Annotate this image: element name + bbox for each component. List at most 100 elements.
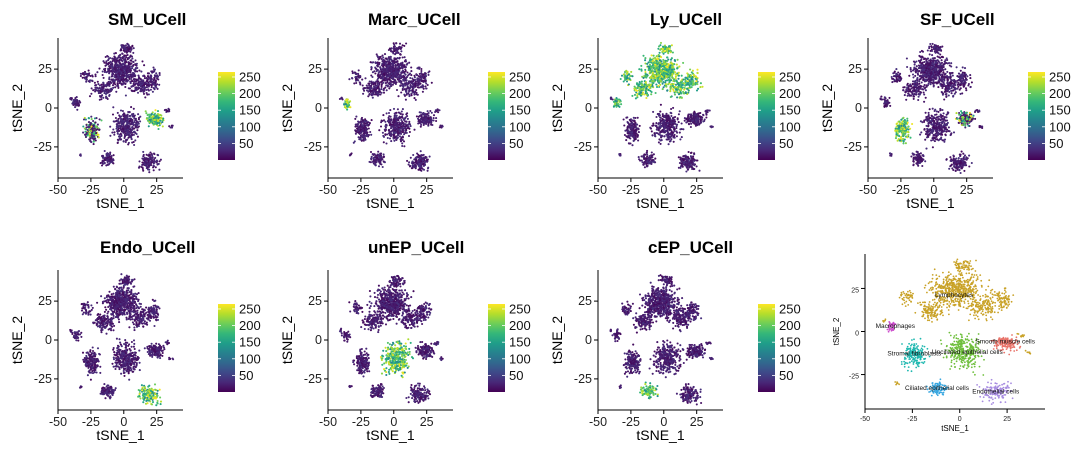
cell-point bbox=[145, 86, 148, 89]
cell-point bbox=[401, 56, 404, 59]
cell-point bbox=[438, 126, 441, 129]
cell-point bbox=[379, 55, 382, 58]
cell-point bbox=[401, 61, 404, 64]
cell-point bbox=[132, 47, 135, 50]
cell-point bbox=[157, 127, 160, 131]
cell-point bbox=[340, 97, 343, 100]
cell-point bbox=[628, 78, 631, 81]
cell-point bbox=[406, 127, 409, 130]
cell-point bbox=[124, 85, 127, 89]
cell-point bbox=[617, 103, 620, 106]
cell-point bbox=[108, 80, 111, 84]
cell-point bbox=[132, 90, 136, 93]
cell-point bbox=[658, 81, 661, 85]
cell-point bbox=[416, 84, 419, 87]
x-tick-label: -50 bbox=[319, 183, 337, 197]
cell-point bbox=[168, 125, 171, 128]
cell-point bbox=[658, 59, 661, 62]
cell-point bbox=[145, 77, 148, 80]
cell-point bbox=[103, 70, 106, 74]
cell-point bbox=[390, 80, 393, 84]
cell-point bbox=[661, 88, 664, 91]
cell-point bbox=[702, 120, 705, 123]
cell-point bbox=[398, 78, 401, 81]
cell-point bbox=[398, 112, 401, 115]
cell-point bbox=[436, 108, 440, 112]
cell-point bbox=[376, 68, 379, 71]
cell-point bbox=[696, 124, 699, 127]
cell-point bbox=[679, 96, 682, 99]
cell-point bbox=[424, 73, 427, 76]
cell-point bbox=[137, 116, 141, 119]
cell-point bbox=[116, 119, 119, 122]
cell-point bbox=[689, 125, 692, 129]
cell-point bbox=[407, 163, 410, 166]
cell-point bbox=[651, 66, 654, 69]
cell-point bbox=[404, 66, 407, 69]
cell-point bbox=[422, 163, 425, 166]
cell-point bbox=[644, 72, 647, 75]
cell-point bbox=[133, 143, 136, 147]
cell-point bbox=[79, 154, 82, 157]
cell-point bbox=[131, 57, 134, 60]
cell-point bbox=[132, 84, 135, 87]
cell-point bbox=[638, 93, 641, 96]
cell-point bbox=[93, 117, 96, 120]
cell-point bbox=[673, 80, 676, 83]
cell-point bbox=[394, 53, 397, 56]
cell-point bbox=[645, 87, 648, 90]
cell-point bbox=[395, 111, 398, 114]
cell-point bbox=[384, 82, 387, 85]
cell-point bbox=[117, 78, 120, 81]
cell-point bbox=[390, 133, 393, 137]
cell-point bbox=[365, 128, 368, 131]
cell-point bbox=[413, 74, 416, 77]
cell-point bbox=[381, 131, 384, 134]
cell-point bbox=[626, 74, 629, 77]
cell-point bbox=[126, 47, 130, 50]
cell-point bbox=[132, 75, 135, 78]
cell-point bbox=[138, 69, 141, 72]
cell-point bbox=[660, 56, 663, 59]
cell-point bbox=[372, 93, 375, 96]
cell-point bbox=[417, 118, 420, 122]
cell-point bbox=[152, 169, 155, 172]
cell-point bbox=[145, 117, 149, 120]
cell-point bbox=[430, 81, 433, 84]
cell-point bbox=[397, 71, 400, 74]
cell-point bbox=[393, 139, 396, 142]
cell-point bbox=[425, 87, 428, 90]
cell-point bbox=[661, 45, 665, 48]
cell-point bbox=[651, 69, 654, 72]
umap-panel-marc: Marc_UCell -50 -25 0 25 25 0 -25 tSNE_1 tSNE_2 25… bbox=[270, 0, 540, 232]
cell-point bbox=[357, 69, 360, 72]
cell-point bbox=[425, 159, 428, 162]
cell-point bbox=[395, 138, 398, 141]
cell-point bbox=[78, 100, 81, 103]
cell-point bbox=[645, 75, 648, 78]
cell-point bbox=[667, 83, 670, 86]
cell-point bbox=[415, 88, 418, 92]
cell-point bbox=[620, 103, 623, 106]
cell-point bbox=[146, 157, 149, 161]
cell-point bbox=[684, 81, 687, 84]
cell-point bbox=[619, 77, 622, 81]
cell-point bbox=[100, 119, 103, 122]
cell-point bbox=[369, 89, 372, 92]
cell-point bbox=[671, 68, 674, 71]
cell-point bbox=[686, 87, 689, 90]
cell-point bbox=[692, 73, 695, 76]
cell-point bbox=[355, 72, 358, 76]
cell-point bbox=[382, 64, 385, 67]
cell-point bbox=[131, 127, 134, 131]
cell-point bbox=[696, 115, 699, 118]
cell-point bbox=[365, 89, 369, 92]
cell-point bbox=[688, 113, 691, 116]
cell-point bbox=[627, 83, 630, 86]
cell-point bbox=[674, 73, 677, 76]
cell-point bbox=[424, 160, 427, 163]
cell-point bbox=[370, 84, 373, 87]
cell-point bbox=[91, 75, 94, 78]
cell-point bbox=[95, 132, 98, 135]
cell-point bbox=[696, 83, 699, 86]
